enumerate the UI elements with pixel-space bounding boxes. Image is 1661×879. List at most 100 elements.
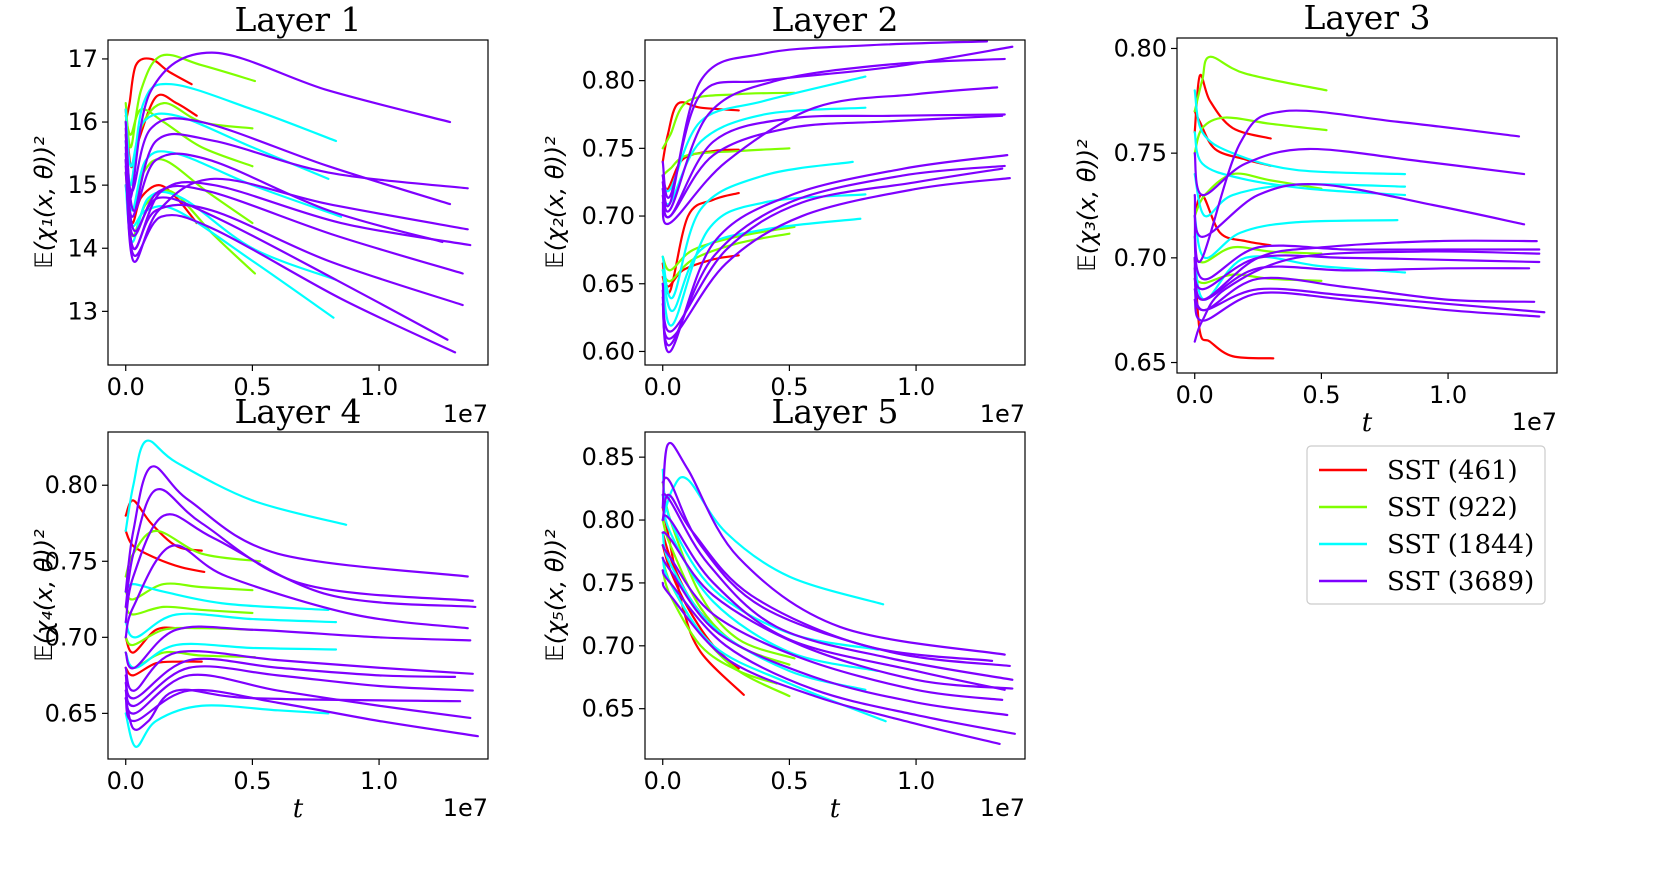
y-tick-label: 0.80 — [1114, 34, 1167, 62]
series-line-sst-1844-4 — [124, 642, 338, 669]
series-line-sst-922-4 — [661, 569, 778, 685]
series-group — [1193, 55, 1546, 360]
series-line-sst-461-3 — [1193, 256, 1275, 360]
chart-panel-2: Layer 2 0.0 0.5 1.0 1e7 0.60 0.65 0.70 0.75 0.80 𝔼… — [541, 0, 1026, 428]
y-axis-label: 𝔼(χ₂(x, θ))² — [541, 136, 569, 269]
series-line-sst-3689-1 — [1193, 109, 1521, 263]
series-line-sst-3689-9 — [661, 581, 1001, 746]
x-tick-label: 0.0 — [644, 767, 682, 795]
series-line-sst-3689-6 — [661, 544, 1004, 701]
series-line-sst-3689-2 — [124, 127, 469, 218]
legend-label: SST (3689) — [1387, 567, 1534, 597]
y-tick-label: 0.65 — [45, 699, 98, 727]
series-group — [124, 51, 472, 354]
series-line-sst-922-3 — [124, 605, 254, 616]
series-line-sst-922-1 — [124, 53, 257, 149]
y-tick-label: 0.75 — [582, 134, 635, 162]
chart-title: Layer 2 — [771, 0, 898, 39]
series-line-sst-1844-1 — [661, 75, 867, 193]
series-line-sst-3689-5 — [124, 625, 472, 670]
series-line-sst-922-5 — [124, 108, 254, 168]
x-tick-label: 1.0 — [897, 373, 935, 401]
series-line-sst-461-1 — [1193, 73, 1272, 140]
y-tick-label: 0.80 — [582, 67, 635, 95]
series-line-sst-922-2 — [124, 102, 254, 187]
x-axis-label: t — [1362, 408, 1373, 438]
x-axis-label: t — [293, 794, 304, 824]
series-group — [124, 439, 479, 748]
y-tick-label: 0.80 — [45, 471, 98, 499]
series-line-sst-3689-4 — [124, 544, 469, 639]
series-line-sst-922-1 — [1193, 55, 1328, 113]
y-tick-label: 0.80 — [582, 506, 635, 534]
y-tick-label: 0.65 — [582, 695, 635, 723]
plot-frame — [644, 431, 1026, 760]
series-line-sst-461-4 — [124, 660, 203, 677]
series-group — [661, 441, 1016, 746]
y-tick-label: 14 — [67, 234, 98, 262]
y-tick-label: 0.65 — [1114, 349, 1167, 377]
series-line-sst-1844-1 — [124, 82, 338, 187]
y-axis-label: 𝔼(χ₅(x, θ))² — [541, 529, 569, 662]
y-tick-label: 0.70 — [1114, 244, 1167, 272]
y-tick-label: 0.65 — [582, 270, 635, 298]
chart-title: Layer 4 — [234, 392, 361, 431]
y-tick-label: 0.75 — [582, 569, 635, 597]
x-offset-label: 1e7 — [1512, 408, 1557, 436]
series-line-sst-3689-5 — [661, 531, 1014, 690]
x-tick-label: 0.0 — [107, 767, 145, 795]
series-line-sst-3689-3 — [661, 492, 1014, 681]
series-line-sst-3689-9 — [124, 673, 472, 720]
series-line-sst-3689-6 — [124, 650, 474, 692]
y-tick-label: 0.70 — [45, 623, 98, 651]
plot-frame — [1176, 37, 1558, 374]
series-line-sst-3689-3 — [1193, 183, 1526, 239]
legend-label: SST (461) — [1387, 456, 1518, 486]
y-axis-label: 𝔼(χ₃(x, θ))² — [1073, 139, 1101, 272]
chart-panel-1: Layer 1 0.0 0.5 1.0 1e7 13 14 15 16 17 𝔼(χ₁(x, θ))… — [30, 0, 489, 428]
legend-label: SST (1844) — [1387, 530, 1534, 560]
y-tick-label: 17 — [67, 45, 98, 73]
series-line-sst-3689-7 — [661, 556, 1009, 717]
x-tick-label: 0.5 — [1302, 381, 1340, 409]
chart-title: Layer 3 — [1303, 0, 1430, 37]
series-line-sst-1844-1 — [124, 439, 348, 532]
series-line-sst-3689-9 — [661, 167, 1004, 333]
x-offset-label: 1e7 — [443, 400, 488, 428]
series-line-sst-1844-5 — [661, 160, 854, 300]
x-tick-label: 1.0 — [1429, 381, 1467, 409]
series-line-sst-3689-7 — [661, 164, 1006, 347]
series-line-sst-3689-10 — [661, 493, 994, 662]
series-line-sst-1844-3 — [661, 493, 880, 673]
series-line-sst-3689-6 — [124, 165, 464, 307]
series-line-sst-3689-2 — [1193, 147, 1526, 197]
series-line-sst-3689-8 — [661, 177, 1011, 340]
x-tick-label: 1.0 — [360, 767, 398, 795]
x-tick-label: 1.0 — [360, 373, 398, 401]
series-line-sst-3689-2 — [661, 57, 1006, 213]
y-tick-label: 16 — [67, 108, 98, 136]
plot-frame — [107, 431, 489, 760]
series-line-sst-3689-4 — [661, 514, 1006, 691]
series-line-sst-3689-7 — [1193, 265, 1531, 301]
series-line-sst-3689-11 — [124, 688, 462, 731]
y-tick-label: 0.85 — [582, 443, 635, 471]
y-tick-label: 0.70 — [582, 632, 635, 660]
series-line-sst-1844-4 — [661, 531, 867, 691]
series-group — [661, 40, 1014, 353]
series-line-sst-461-1 — [124, 57, 193, 124]
chart-title: Layer 5 — [771, 392, 898, 431]
series-line-sst-922-1 — [661, 91, 796, 150]
y-tick-label: 0.75 — [1114, 139, 1167, 167]
series-line-sst-3689-1 — [661, 40, 989, 208]
series-line-sst-922-2 — [1193, 116, 1328, 155]
y-tick-label: 0.75 — [45, 547, 98, 575]
x-tick-label: 0.0 — [1176, 381, 1214, 409]
legend-box — [1306, 445, 1546, 605]
series-line-sst-3689-8 — [661, 569, 1016, 735]
series-line-sst-1844-2 — [661, 468, 880, 651]
series-line-sst-3689-10 — [124, 117, 452, 206]
y-tick-label: 15 — [67, 171, 98, 199]
legend-label: SST (922) — [1387, 493, 1518, 523]
